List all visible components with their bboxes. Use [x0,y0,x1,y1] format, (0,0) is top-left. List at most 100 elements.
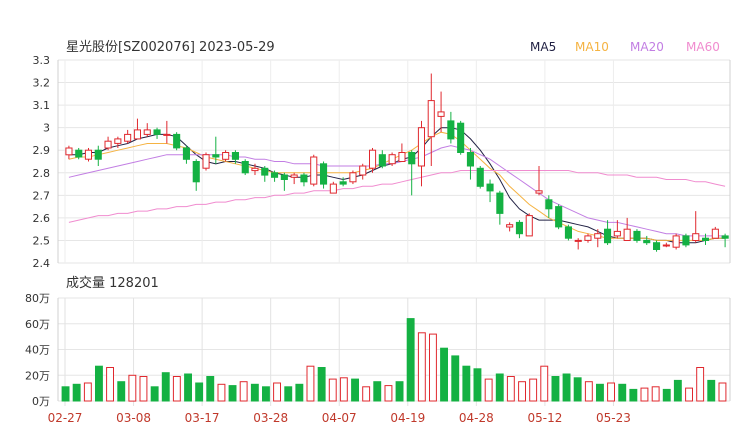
volume-bar-up [506,376,515,402]
candle-body-down [182,147,190,160]
candle-body-up [163,133,171,136]
volume-bar-down [373,381,382,402]
candle-body-up [143,129,151,135]
candle-body-up [133,129,141,140]
candle-body-up [310,156,318,185]
price-grid [57,59,731,264]
volume-bar-up [584,381,593,402]
candle-body-down [447,120,455,140]
candle-body-up [672,235,680,248]
candle-body-up [84,149,93,160]
volume-bar-up [540,365,549,402]
candle [692,211,700,243]
x-tick-label: 03-08 [116,411,151,425]
candle-body-up [349,172,357,183]
candle-body-down [241,161,249,174]
price-y-axis: 3.3 3.2 3.1 3 2.9 2.8 2.7 2.6 2.5 2.4 [33,54,51,270]
candle [202,152,210,171]
candle [604,220,612,245]
candle [672,233,680,250]
candle-body-up [574,239,582,242]
candle [643,235,651,245]
candle-body-down [280,174,288,180]
volume-bar-down [161,372,170,402]
candle-body-down [408,152,416,165]
volume-bar-up [273,382,282,402]
candle-body-up [417,127,425,167]
candle [349,170,357,185]
volume-bar-up [306,365,315,402]
candle-body-up [329,183,337,194]
candle [555,204,563,230]
candle [261,166,269,182]
candle [114,136,122,148]
candle [447,111,455,144]
candle [94,145,102,167]
candle-body-down [682,235,690,246]
candle [662,242,670,248]
candle [84,147,93,162]
x-tick-label: 03-28 [253,411,288,425]
ma-legend: MA5 MA10 MA20 MA60 [530,40,720,54]
volume-bar-up [640,387,649,402]
candle-body-up [398,152,406,162]
date-x-axis: 02-27 03-08 03-17 03-28 04-07 04-19 04-28 05-12… [48,411,631,425]
candle [466,147,474,180]
volume-bar-down [61,386,70,402]
x-tick-label: 04-28 [459,411,494,425]
volume-bar-down [195,382,204,402]
candle-body-up [711,228,719,239]
volume-bar-down [618,383,627,402]
candle-body-down [75,149,83,158]
ma-line-ma60 [68,170,726,223]
candle-body-up [65,147,73,156]
candle [653,240,661,252]
legend-ma20: MA20 [630,40,664,54]
candle [310,154,318,187]
candle-body-up [584,235,592,241]
volume-bar-down [562,373,571,402]
candle [388,152,396,167]
volume-bar-down [573,377,582,402]
price-y-tick: 2.9 [33,144,51,157]
candle-body-down [94,149,102,160]
candle-body-up [692,233,700,241]
volume-bar-up [384,385,393,402]
volume-y-tick: 40万 [25,344,50,357]
volume-bar-up [106,367,114,402]
candle [320,161,328,189]
volume-bar-up [696,367,705,402]
candle [506,222,514,232]
candle-body-down [261,167,269,176]
candle-body-down [515,221,524,235]
candle-body-down [604,228,612,244]
volume-bar-up [362,386,371,402]
candle [594,229,602,248]
volume-bar-up [651,386,660,402]
candle [378,150,386,169]
volume-y-tick: 20万 [25,369,50,382]
volume-bar-down [206,376,215,402]
candle [231,150,239,164]
x-tick-label: 04-19 [390,411,425,425]
candle [173,132,181,151]
price-y-tick: 2.4 [33,257,51,270]
volume-bar-down [150,386,159,402]
candle-body-down [339,181,347,185]
volume-grid [57,297,731,406]
volume-bar-down [673,379,682,402]
volume-chart-title: 成交量 128201 [66,275,159,291]
candle [408,150,416,196]
candle [535,166,543,196]
volume-bar-up [429,333,437,402]
price-y-tick: 2.6 [33,212,51,225]
candle [457,120,465,155]
candle [613,220,621,239]
candle [104,136,112,151]
candle-body-down [476,167,484,187]
volume-bar-up [83,382,92,402]
candle-body-up [114,138,122,144]
volume-bar-down [440,347,449,402]
candle [133,118,141,140]
candle-body-down [271,172,279,178]
